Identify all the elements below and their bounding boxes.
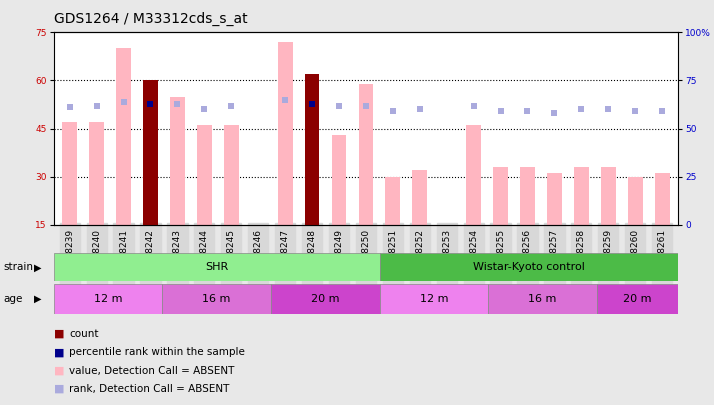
Text: ▶: ▶ — [34, 294, 42, 304]
Bar — [331, 135, 346, 225]
Bar — [413, 170, 427, 225]
Text: strain: strain — [4, 262, 34, 272]
Bar — [54, 253, 380, 281]
Bar — [54, 284, 162, 314]
Bar — [116, 49, 131, 225]
Bar — [197, 126, 212, 225]
Text: Wistar-Kyoto control: Wistar-Kyoto control — [473, 262, 585, 272]
Bar — [380, 253, 678, 281]
Text: ■: ■ — [54, 347, 64, 357]
Bar — [271, 284, 380, 314]
Text: age: age — [4, 294, 23, 304]
Bar — [574, 167, 589, 225]
Bar — [170, 96, 185, 225]
Text: 12 m: 12 m — [94, 294, 122, 304]
Text: 16 m: 16 m — [202, 294, 231, 304]
Text: count: count — [69, 329, 99, 339]
Bar — [488, 284, 597, 314]
Bar — [597, 284, 678, 314]
Bar — [224, 126, 238, 225]
Bar — [628, 177, 643, 225]
Text: 16 m: 16 m — [528, 294, 557, 304]
Bar — [655, 173, 670, 225]
Text: percentile rank within the sample: percentile rank within the sample — [69, 347, 245, 357]
Bar — [89, 122, 104, 225]
Text: ■: ■ — [54, 329, 64, 339]
Text: GDS1264 / M33312cds_s_at: GDS1264 / M33312cds_s_at — [54, 12, 247, 26]
Bar — [386, 177, 401, 225]
Bar — [547, 173, 562, 225]
Bar — [305, 74, 319, 225]
Bar — [380, 284, 488, 314]
Text: 20 m: 20 m — [623, 294, 652, 304]
Bar — [143, 81, 158, 225]
Text: 20 m: 20 m — [311, 294, 339, 304]
Text: rank, Detection Call = ABSENT: rank, Detection Call = ABSENT — [69, 384, 230, 394]
Bar — [601, 167, 615, 225]
Bar — [358, 84, 373, 225]
Bar — [162, 284, 271, 314]
Text: ■: ■ — [54, 366, 64, 375]
Text: value, Detection Call = ABSENT: value, Detection Call = ABSENT — [69, 366, 235, 375]
Bar — [493, 167, 508, 225]
Text: ■: ■ — [54, 384, 64, 394]
Bar — [520, 167, 535, 225]
Text: ▶: ▶ — [34, 262, 42, 272]
Bar — [278, 42, 293, 225]
Text: 12 m: 12 m — [420, 294, 448, 304]
Text: SHR: SHR — [205, 262, 228, 272]
Bar — [466, 126, 481, 225]
Bar — [62, 122, 77, 225]
